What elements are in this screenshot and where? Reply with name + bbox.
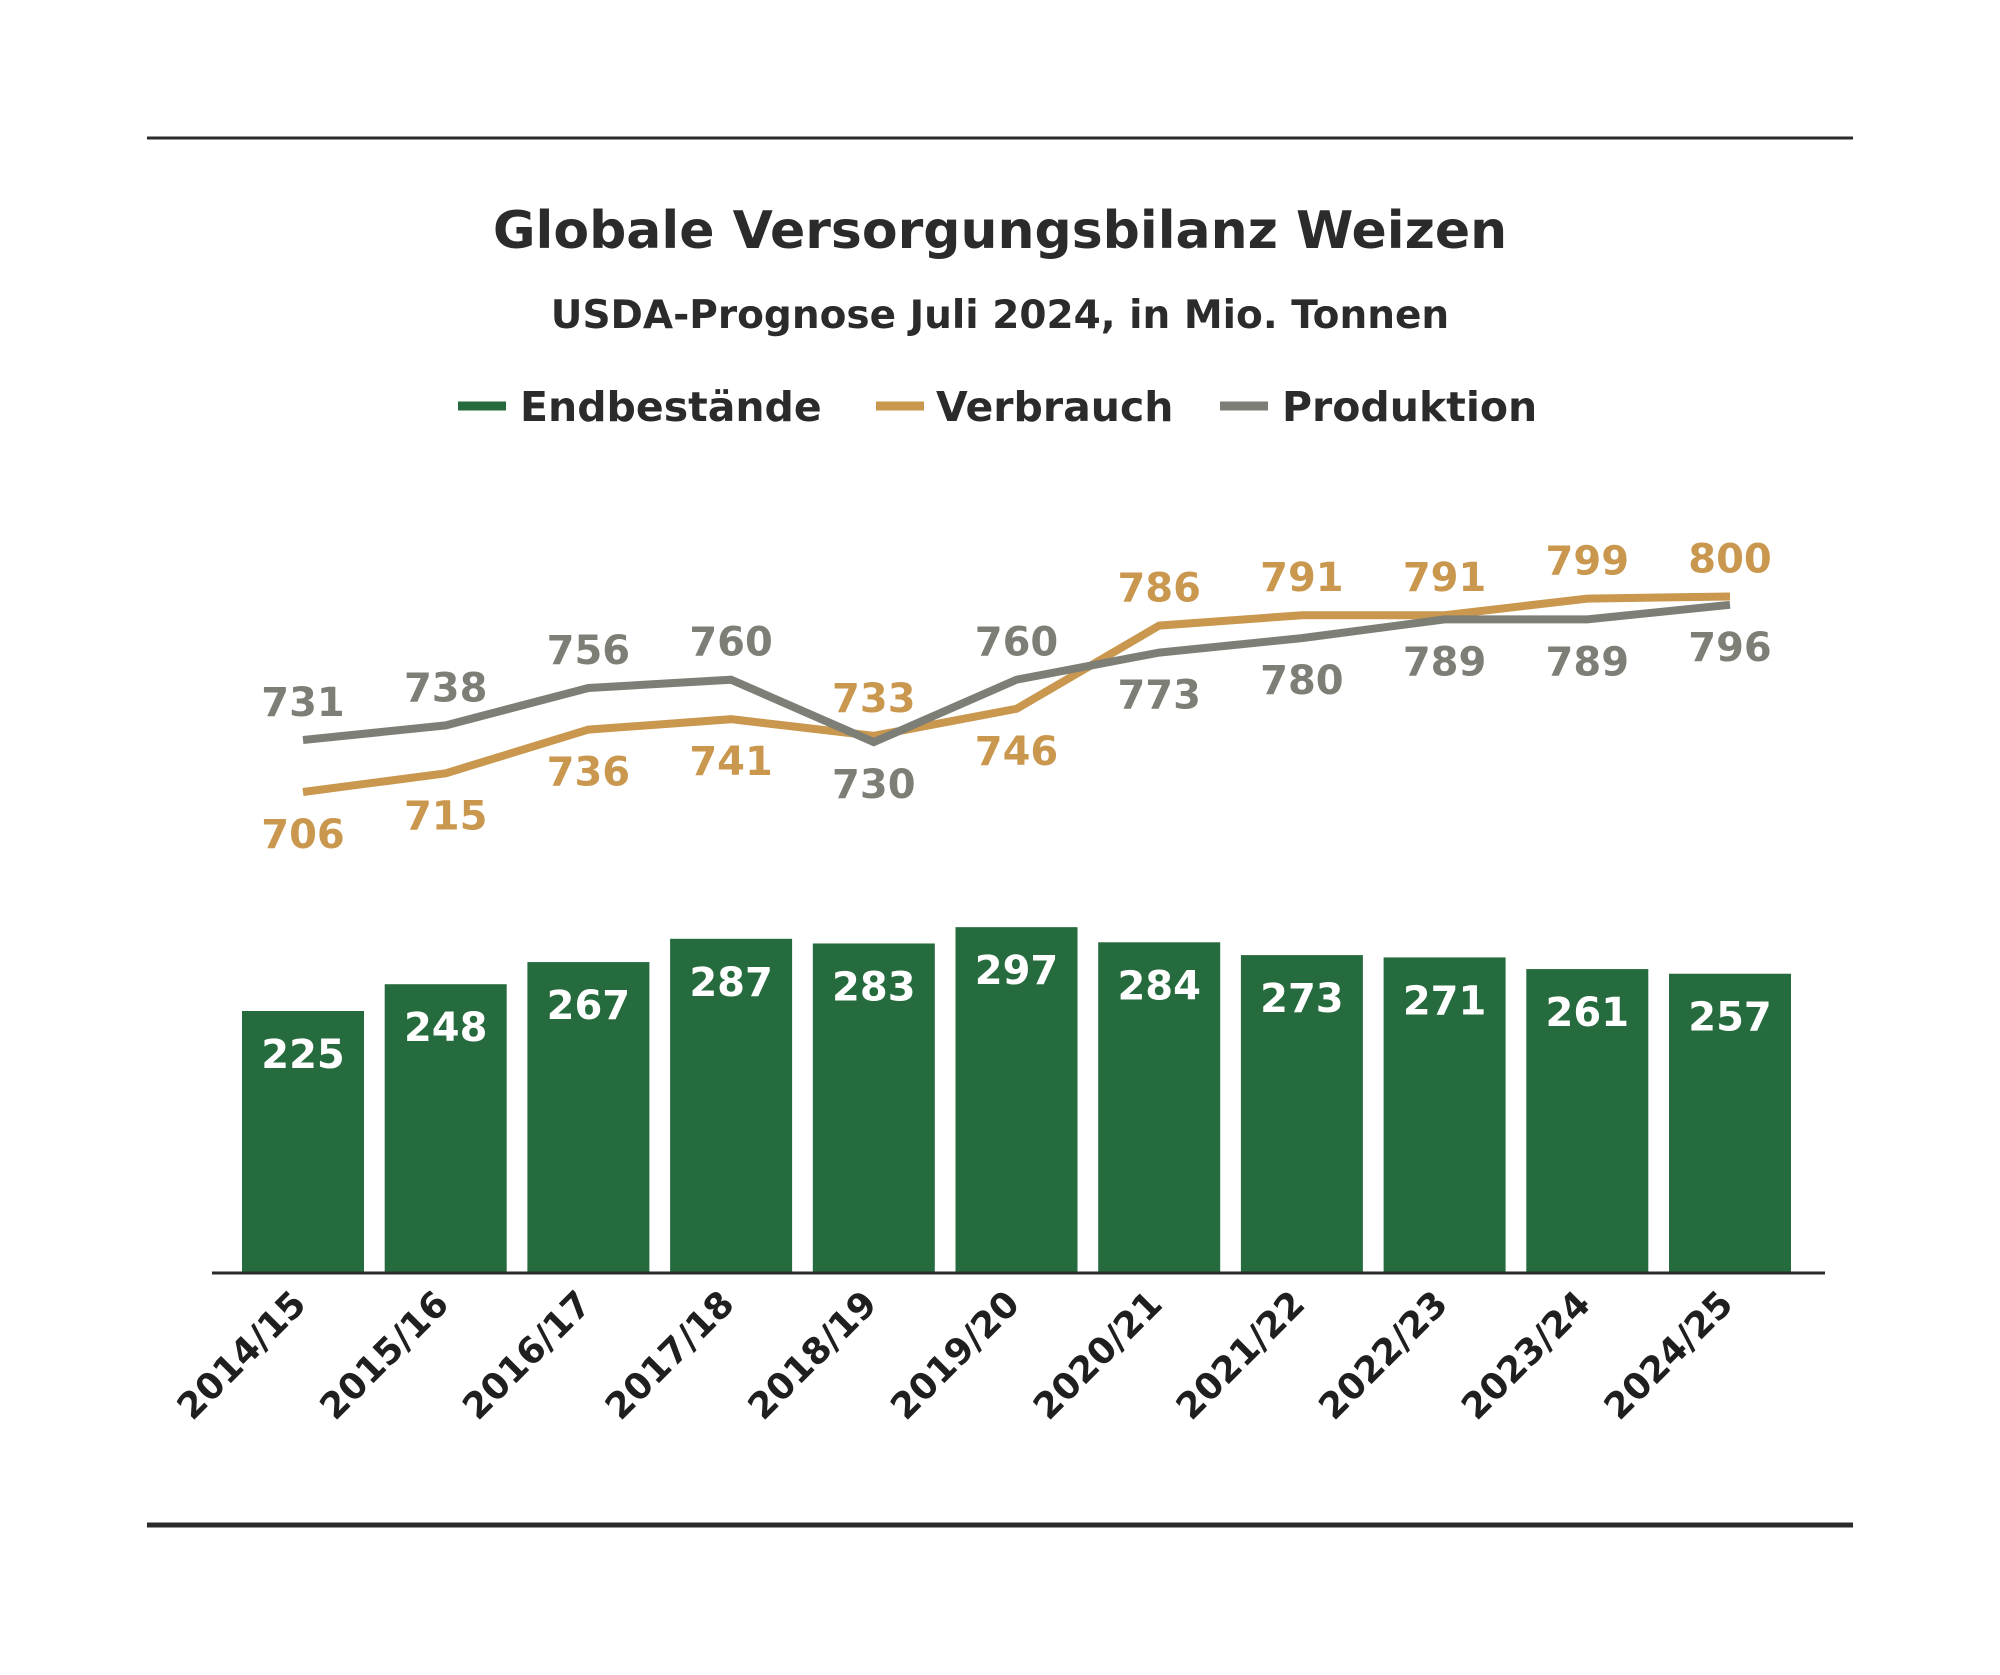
point-label-verbrauch: 715 xyxy=(404,793,488,839)
category-label: 2023/24 xyxy=(1454,1283,1599,1428)
bars-layer xyxy=(242,927,1791,1273)
bar-endbestaende xyxy=(384,984,507,1273)
point-label-produktion: 760 xyxy=(689,620,773,666)
bar-endbestaende xyxy=(812,943,935,1273)
chart-title: Globale Versorgungsbilanz Weizen xyxy=(493,201,1507,261)
bar-endbestaende xyxy=(670,938,793,1273)
point-label-produktion: 738 xyxy=(404,665,488,711)
point-label-produktion: 796 xyxy=(1688,625,1772,671)
point-label-verbrauch: 791 xyxy=(1260,555,1344,601)
point-label-produktion: 780 xyxy=(1260,658,1344,704)
category-label: 2020/21 xyxy=(1026,1283,1171,1428)
bar-value-label: 257 xyxy=(1688,995,1772,1041)
point-label-verbrauch: 733 xyxy=(832,676,916,722)
bar-endbestaende xyxy=(242,1011,364,1273)
legend-label-produktion: Produktion xyxy=(1282,383,1537,431)
labels-layer: 225 248 267 287 283 297 284 273 271 261 257 706 715 7… xyxy=(261,536,1772,1078)
legend-label-verbrauch: Verbrauch xyxy=(936,383,1173,431)
bar-value-label: 297 xyxy=(975,948,1059,994)
legend: Endbestände Verbrauch Produktion xyxy=(458,383,1537,431)
point-label-produktion: 773 xyxy=(1117,673,1201,719)
bar-value-label: 267 xyxy=(547,983,631,1029)
bar-endbestaende xyxy=(527,962,650,1273)
bar-value-label: 284 xyxy=(1117,963,1201,1009)
legend-item-produktion: Produktion xyxy=(1220,383,1537,431)
point-label-verbrauch: 741 xyxy=(689,739,773,785)
category-label: 2024/25 xyxy=(1597,1283,1742,1428)
bar-endbestaende xyxy=(1669,973,1791,1273)
bar-value-label: 271 xyxy=(1403,978,1487,1024)
category-label: 2014/15 xyxy=(170,1283,315,1428)
point-label-verbrauch: 736 xyxy=(547,750,631,796)
category-label: 2015/16 xyxy=(312,1283,457,1428)
point-label-produktion: 756 xyxy=(547,628,631,674)
point-label-verbrauch: 800 xyxy=(1688,536,1772,582)
category-label: 2017/18 xyxy=(598,1283,743,1428)
point-label-verbrauch: 786 xyxy=(1117,566,1201,612)
line-verbrauch xyxy=(302,592,1731,796)
category-label: 2016/17 xyxy=(455,1283,600,1428)
bar-endbestaende xyxy=(1526,969,1649,1273)
category-label: 2021/22 xyxy=(1169,1283,1314,1428)
bar-value-label: 287 xyxy=(689,960,773,1006)
bar-value-label: 283 xyxy=(832,964,916,1010)
category-label: 2019/20 xyxy=(883,1283,1028,1428)
bar-endbestaende xyxy=(955,927,1078,1273)
bar-endbestaende xyxy=(1240,955,1363,1273)
bar-endbestaende xyxy=(1383,957,1506,1273)
category-label: 2018/19 xyxy=(741,1283,886,1428)
point-label-produktion: 731 xyxy=(261,680,345,726)
bar-value-label: 248 xyxy=(404,1005,488,1051)
legend-item-endbestaende: Endbestände xyxy=(458,383,822,431)
point-label-produktion: 760 xyxy=(975,620,1059,666)
category-label: 2022/23 xyxy=(1311,1283,1456,1428)
point-label-produktion: 730 xyxy=(832,762,916,808)
bar-value-label: 273 xyxy=(1260,976,1344,1022)
line-produktion xyxy=(302,600,1731,747)
bar-value-label: 261 xyxy=(1546,990,1630,1036)
legend-label-endbestaende: Endbestände xyxy=(520,383,822,431)
chart-subtitle: USDA-Prognose Juli 2024, in Mio. Tonnen xyxy=(551,293,1449,338)
point-label-produktion: 789 xyxy=(1546,639,1630,685)
point-label-verbrauch: 799 xyxy=(1546,539,1630,585)
bar-value-label: 225 xyxy=(261,1032,345,1078)
point-label-verbrauch: 746 xyxy=(975,729,1059,775)
point-label-verbrauch: 791 xyxy=(1403,555,1487,601)
bar-endbestaende xyxy=(1098,942,1221,1273)
point-label-produktion: 789 xyxy=(1403,639,1487,685)
point-label-verbrauch: 706 xyxy=(261,812,345,858)
legend-item-verbrauch: Verbrauch xyxy=(876,383,1173,431)
lines-layer xyxy=(302,592,1731,796)
category-axis: 2014/152015/162016/172017/182018/192019/… xyxy=(170,1283,1742,1428)
